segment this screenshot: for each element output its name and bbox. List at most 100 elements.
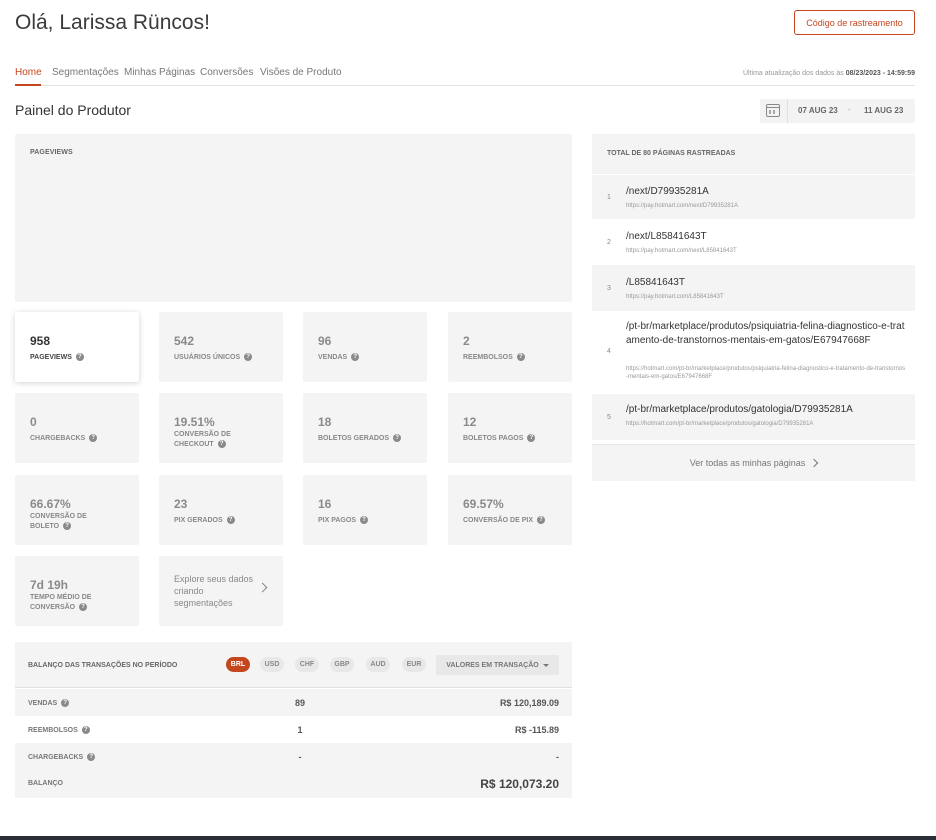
currency-eur[interactable]: EUR xyxy=(402,657,426,672)
metric-label: PIX PAGOS? xyxy=(318,516,368,526)
see-all-label: Ver todas as minhas páginas xyxy=(689,458,806,468)
metric-card[interactable]: 69.57% CONVERSÃO DE PIX? xyxy=(448,475,572,545)
caret-down-icon xyxy=(542,663,549,667)
metric-value: 96 xyxy=(318,334,332,348)
currency-gbp[interactable]: GBP xyxy=(330,657,354,672)
metric-card[interactable]: 66.67% CONVERSÃO DE BOLETO? xyxy=(15,475,139,545)
tab-visoes-produto[interactable]: Visões de Produto xyxy=(260,67,342,78)
tracked-pages-card: TOTAL DE 80 PÁGINAS RASTREADAS 1 /next/D… xyxy=(592,134,915,481)
help-icon[interactable]: ? xyxy=(226,516,235,525)
currency-chf[interactable]: CHF xyxy=(295,657,319,672)
help-icon[interactable]: ? xyxy=(537,516,546,525)
tracked-page-row[interactable]: 4 /pt-br/marketplace/produtos/psiquiatri… xyxy=(592,312,915,393)
metric-value: 19.51% xyxy=(174,415,215,429)
last-update-prefix: Última atualização dos dados às xyxy=(742,70,844,77)
help-icon[interactable]: ? xyxy=(61,699,70,707)
metric-card[interactable]: 542 USUÁRIOS ÚNICOS? xyxy=(159,312,283,382)
tracked-pages-title: TOTAL DE 80 PÁGINAS RASTREADAS xyxy=(607,150,736,157)
metric-value: 12 xyxy=(463,415,477,429)
help-icon[interactable]: ? xyxy=(217,440,226,449)
tracked-page-row[interactable]: 1 /next/D79935281A https://pay.hotmart.c… xyxy=(592,175,915,219)
help-icon[interactable]: ? xyxy=(351,353,360,362)
page-path[interactable]: /next/D79935281A xyxy=(626,186,709,197)
page-rank: 4 xyxy=(607,348,611,355)
balance-row-count: 1 xyxy=(297,725,303,735)
tab-conversoes[interactable]: Conversões xyxy=(200,67,254,78)
chart-title: PAGEVIEWS xyxy=(30,149,73,156)
balance-row-label: CHARGEBACKS? xyxy=(28,753,96,761)
calendar-icon[interactable] xyxy=(766,104,780,117)
balance-row-label: BALANÇO xyxy=(28,780,63,787)
help-icon[interactable]: ? xyxy=(79,603,88,612)
tab-minhas-paginas[interactable]: Minhas Páginas xyxy=(124,67,196,78)
currency-usd[interactable]: USD xyxy=(260,657,284,672)
metric-value: 958 xyxy=(30,334,51,348)
date-range-picker[interactable]: 07 AUG 23 - 11 AUG 23 xyxy=(760,99,915,123)
help-icon[interactable]: ? xyxy=(516,353,525,362)
metric-card[interactable]: 19.51% CONVERSÃO DE CHECKOUT? xyxy=(159,393,283,463)
page-path[interactable]: /pt-br/marketplace/produtos/gatologia/D7… xyxy=(626,404,853,415)
metric-card[interactable]: 18 BOLETOS GERADOS? xyxy=(303,393,427,463)
balance-row-value: R$ 120,189.09 xyxy=(499,698,559,708)
metric-label: PAGEVIEWS? xyxy=(30,353,84,363)
page-url: https://hotmart.com/pt-br/marketplace/pr… xyxy=(626,421,814,427)
help-icon[interactable]: ? xyxy=(360,516,368,525)
metric-label: PIX GERADOS? xyxy=(174,516,235,526)
date-from[interactable]: 07 AUG 23 xyxy=(798,106,838,115)
metric-card[interactable]: 0 CHARGEBACKS? xyxy=(15,393,139,463)
balance-row-reembolsos: REEMBOLSOS? 1 R$ -115.89 xyxy=(15,716,572,743)
metric-label: CONVERSÃO DE BOLETO? xyxy=(30,513,87,531)
pageviews-chart-card: PAGEVIEWS 600450300150008/07/202308/08/2… xyxy=(15,134,572,302)
metric-card[interactable]: 23 PIX GERADOS? xyxy=(159,475,283,545)
date-divider xyxy=(787,99,788,123)
date-to[interactable]: 11 AUG 23 xyxy=(864,106,904,115)
help-icon[interactable]: ? xyxy=(527,434,536,443)
metric-card[interactable]: 16 PIX PAGOS? xyxy=(303,475,427,545)
help-icon[interactable]: ? xyxy=(87,753,96,761)
metric-card[interactable]: 7d 19h TEMPO MÉDIO DE CONVERSÃO? xyxy=(15,556,139,626)
metric-value: 66.67% xyxy=(30,497,71,511)
metric-card[interactable]: 2 REEMBOLSOS? xyxy=(448,312,572,382)
page-path[interactable]: /L85841643T xyxy=(626,277,685,288)
help-icon[interactable]: ? xyxy=(89,434,98,443)
help-icon[interactable]: ? xyxy=(63,522,72,531)
help-icon[interactable]: ? xyxy=(393,434,402,443)
tracked-page-row[interactable]: 5 /pt-br/marketplace/produtos/gatologia/… xyxy=(592,394,915,440)
date-separator: - xyxy=(848,105,851,114)
metric-card[interactable]: 96 VENDAS? xyxy=(303,312,427,382)
page-url: https://pay.hotmart.com/next/L85841643T xyxy=(626,248,737,254)
tracked-page-row[interactable]: 3 /L85841643T https://pay.hotmart.com/L8… xyxy=(592,265,915,311)
currency-aud[interactable]: AUD xyxy=(366,657,390,672)
see-all-pages-link[interactable]: Ver todas as minhas páginas xyxy=(592,444,915,481)
help-icon[interactable]: ? xyxy=(75,353,84,362)
bottom-bar xyxy=(0,836,936,840)
page-path[interactable]: /pt-br/marketplace/produtos/psiquiatria-… xyxy=(626,321,905,346)
explore-segmentations-card[interactable]: Explore seus dados criando segmentações xyxy=(159,556,283,626)
tab-segmentacoes[interactable]: Segmentações xyxy=(52,67,119,78)
metric-card[interactable]: 12 BOLETOS PAGOS? xyxy=(448,393,572,463)
currency-brl[interactable]: BRL xyxy=(226,657,250,672)
metric-card[interactable]: 958 PAGEVIEWS? xyxy=(15,312,139,382)
page-path[interactable]: /next/L85841643T xyxy=(626,231,707,242)
metric-label: BOLETOS PAGOS? xyxy=(463,434,536,444)
page-url: https://hotmart.com/pt-br/marketplace/pr… xyxy=(626,366,906,380)
metric-label: BOLETOS GERADOS? xyxy=(318,434,402,444)
metric-label: CHARGEBACKS? xyxy=(30,434,98,444)
help-icon[interactable]: ? xyxy=(81,726,90,734)
transaction-values-dropdown[interactable]: VALORES EM TRANSAÇÃO xyxy=(436,655,559,675)
chevron-right-icon xyxy=(810,458,819,468)
metric-value: 18 xyxy=(318,415,332,429)
tracking-code-button[interactable]: Código de rastreamento xyxy=(794,10,915,35)
pageviews-chart: 600450300150008/07/202308/08/202308/09/2… xyxy=(15,134,572,302)
explore-text: Explore seus dados criando segmentações xyxy=(174,573,264,609)
active-tab-indicator xyxy=(15,84,41,86)
help-icon[interactable]: ? xyxy=(244,353,253,362)
metric-value: 2 xyxy=(463,334,470,348)
tracked-page-row[interactable]: 2 /next/L85841643T https://pay.hotmart.c… xyxy=(592,220,915,264)
metric-label: USUÁRIOS ÚNICOS? xyxy=(174,353,253,363)
tab-home[interactable]: Home xyxy=(15,67,42,78)
main-tabs: Home Segmentações Minhas Páginas Convers… xyxy=(15,62,915,86)
balance-title: BALANÇO DAS TRANSAÇÕES NO PERÍODO xyxy=(28,662,178,669)
page-rank: 2 xyxy=(607,239,611,246)
balance-row-count: - xyxy=(298,752,302,762)
